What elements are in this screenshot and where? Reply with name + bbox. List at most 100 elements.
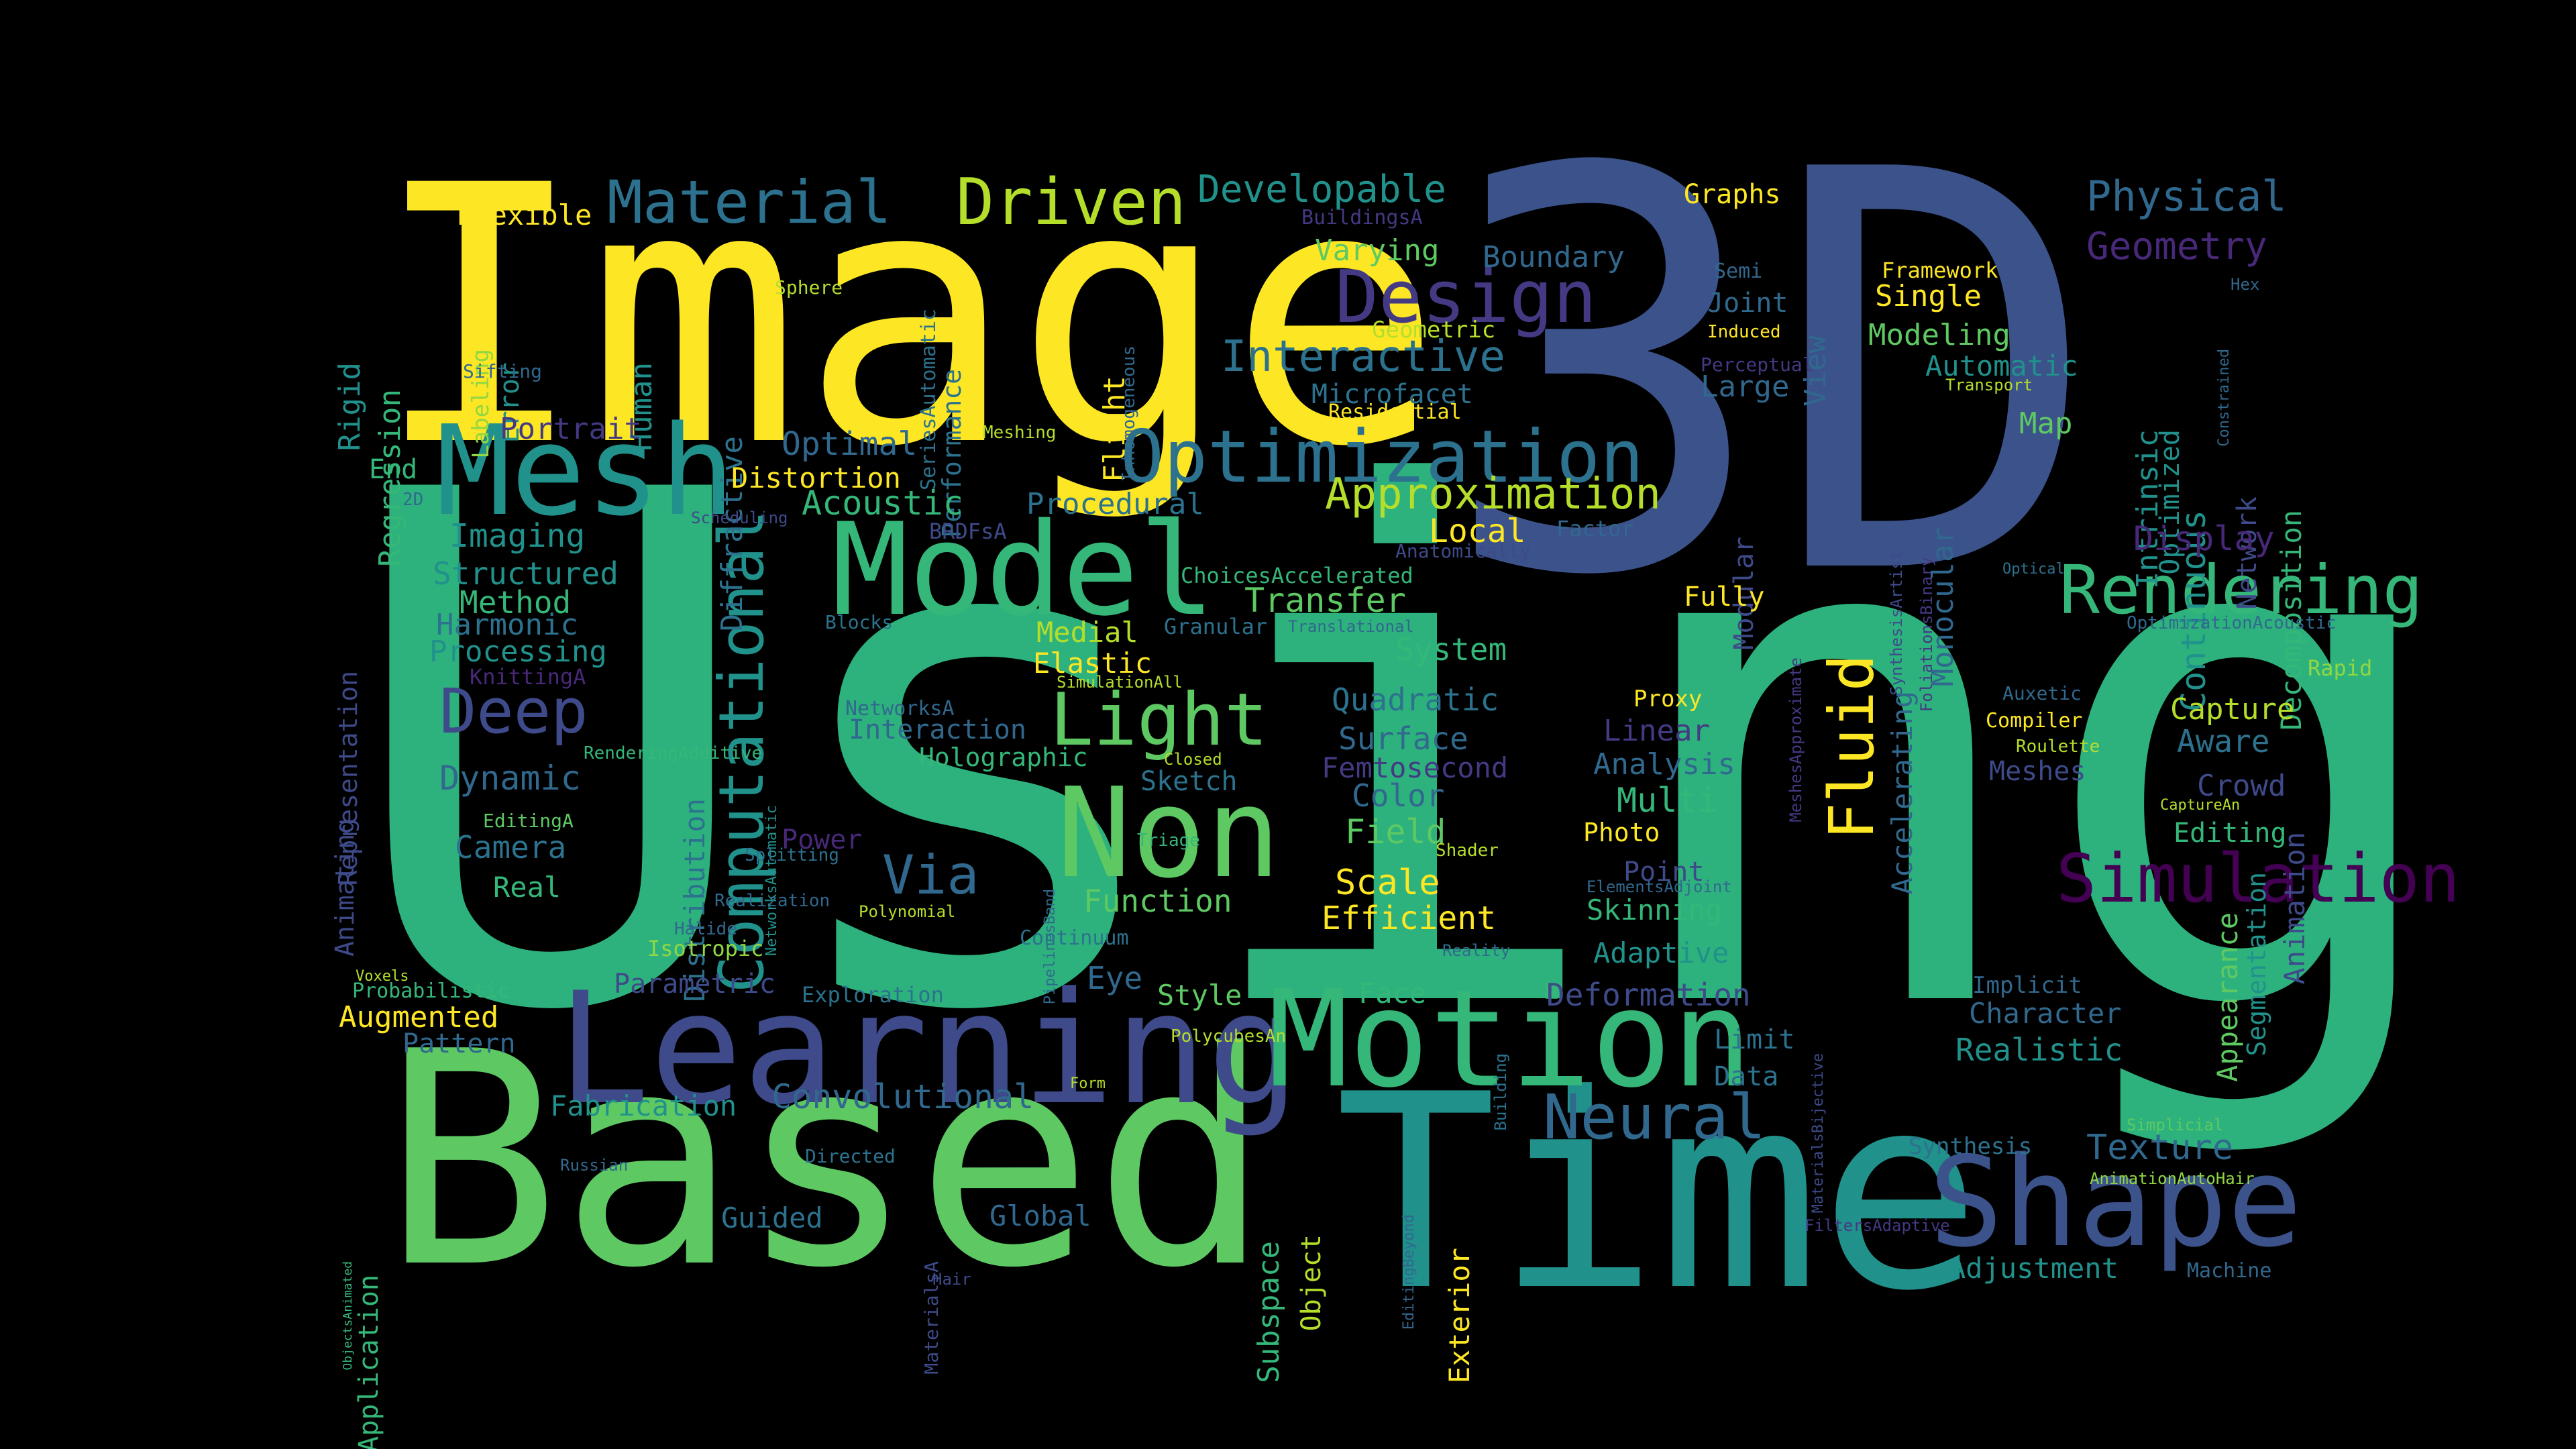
word-probabilistic: Probabilistic [352, 979, 510, 1003]
word-imaging: Imaging [449, 517, 586, 555]
word-elastic: Elastic [1033, 647, 1152, 680]
word-light: Light [1050, 678, 1269, 762]
word-method: Method [460, 584, 572, 621]
word-procedural: Procedural [1026, 487, 1204, 521]
word-driven: Driven [956, 166, 1187, 239]
word-optimization: Optimization [1120, 415, 1644, 499]
word-synthesis: Synthesis [1909, 1133, 2033, 1160]
word-compiler: Compiler [1986, 709, 2083, 733]
word-simulation: Neural [1543, 1081, 1766, 1153]
word-residential: Residential [1328, 400, 1462, 424]
word-seriesautomatic: SeriesAutomatic [917, 309, 941, 490]
word-continuum: Continuum [1020, 926, 1129, 950]
word-realistic: Realistic [1955, 1032, 2123, 1068]
word-simplicial: Simplicial [2127, 1116, 2224, 1134]
word-materialsbijective: MaterialsBijective [1810, 1053, 1827, 1214]
word-microfacet: Microfacet [1311, 379, 1473, 410]
word-optical: Optical [2002, 561, 2065, 578]
word-deformation: Deformation [1546, 977, 1751, 1013]
word-style: Style [1157, 979, 1242, 1012]
word-capturean: CaptureAn [2160, 797, 2241, 814]
word-hair: Hair [932, 1270, 971, 1289]
word-skinning: Skinning [1587, 894, 1723, 926]
word-triage: Triage [1137, 830, 1200, 851]
word-translational: Translational [1288, 617, 1414, 636]
word-crowd: Crowd [2197, 769, 2286, 803]
word-isotropic: Isotropic [647, 936, 764, 961]
word-directed: Directed [805, 1145, 896, 1167]
word-photo: Photo [1583, 818, 1660, 847]
word-realization: Realization [714, 891, 830, 911]
word-intrinsic: Intrinsic [2131, 429, 2165, 590]
word-animating: Animating [330, 818, 360, 957]
word-inhomogeneous: Inhomogeneous [1119, 345, 1139, 482]
word-field: Field [1345, 812, 1446, 851]
word-animationautohair: AnimationAutoHair [2090, 1169, 2255, 1188]
word-simulationall: SimulationAll [1057, 673, 1183, 692]
word-learning: Learning [557, 960, 1300, 1139]
word-interaction: Interaction [849, 714, 1026, 745]
word-map: Map [2019, 407, 2073, 441]
word-machine: Machine [2187, 1259, 2272, 1283]
word-buildingsa: BuildingsA [1301, 206, 1423, 229]
word-objectsanimated: ObjectsAnimated [341, 1261, 355, 1371]
word-harmonic: Harmonic [436, 608, 578, 642]
word-2d: 2D [402, 490, 424, 510]
word-meshes: Meshes [1989, 756, 2086, 787]
word-networksautomatic: NetworksAutomatic [763, 805, 780, 957]
word-single: Single [1875, 279, 1982, 313]
word-proxy: Proxy [1633, 686, 1703, 712]
word-portrait: Portrait [500, 412, 642, 446]
word-function: Function [1083, 883, 1232, 919]
word-boundary: Boundary [1483, 240, 1625, 274]
word-based: Based [382, 989, 1271, 1332]
word-adaptive: Adaptive [1593, 936, 1729, 969]
word-geometric: Geometric [1372, 317, 1496, 343]
word-surface: Surface [1338, 720, 1468, 757]
word-meshing: Meshing [983, 423, 1057, 443]
word-convolutional: Convolutional [771, 1077, 1034, 1116]
word-color: Color [1352, 777, 1445, 814]
word-developable: Developable [1197, 168, 1446, 211]
word-efficient: Efficient [1322, 900, 1497, 937]
word-using: Using [339, 344, 2459, 1165]
word-medial: Medial [1036, 616, 1138, 649]
word-augmented: Augmented [339, 1000, 499, 1034]
word-analysis: Analysis [1593, 747, 1735, 782]
word-texture: Texture [2086, 1128, 2234, 1168]
word-voxels: Voxels [356, 968, 409, 985]
word-flexible: Flexible [456, 199, 592, 231]
word-splitting: Splitting [745, 845, 839, 865]
word-deep: Deep [439, 676, 588, 747]
word-implicit: Implicit [1972, 972, 2082, 999]
word-filtersadaptive: FiltersAdaptive [1805, 1216, 1950, 1235]
word-knittinga: KnittingA [470, 664, 586, 690]
word-geometry: Geometry [2086, 225, 2267, 268]
word-global: Global [989, 1199, 1091, 1232]
word-material: Material [607, 168, 892, 237]
word-segmentation: Segmentation [2242, 872, 2271, 1057]
word-editing: Editing [2174, 818, 2287, 849]
word-perceptual: Perceptual [1701, 354, 1814, 376]
word-application: Application [354, 1275, 384, 1449]
word-character: Character [1969, 997, 2122, 1030]
word-form: Form [1070, 1075, 1106, 1092]
word-sphere: Sphere [775, 276, 843, 299]
word-camera: Camera [455, 829, 567, 865]
word-rapid: Rapid [2308, 655, 2373, 681]
word-optimal: Optimal [782, 425, 918, 463]
word-granular: Granular [1164, 614, 1268, 639]
word-large: Large [1701, 370, 1790, 404]
word-auxetic: Auxetic [2002, 682, 2082, 704]
word-modeling: Modeling [1868, 318, 2010, 352]
word-graphs: Graphs [1684, 179, 1781, 210]
word-capture: Capture [2170, 692, 2295, 727]
word-limit: Limit [1714, 1024, 1795, 1055]
word-framework: Framework [1882, 258, 1998, 283]
word-power: Power [782, 824, 863, 855]
word-joint: Joint [1707, 288, 1788, 319]
word-local: Local [1429, 513, 1526, 550]
word-time: Time [1335, 1038, 1982, 1350]
word-design: Design [1335, 256, 1597, 339]
